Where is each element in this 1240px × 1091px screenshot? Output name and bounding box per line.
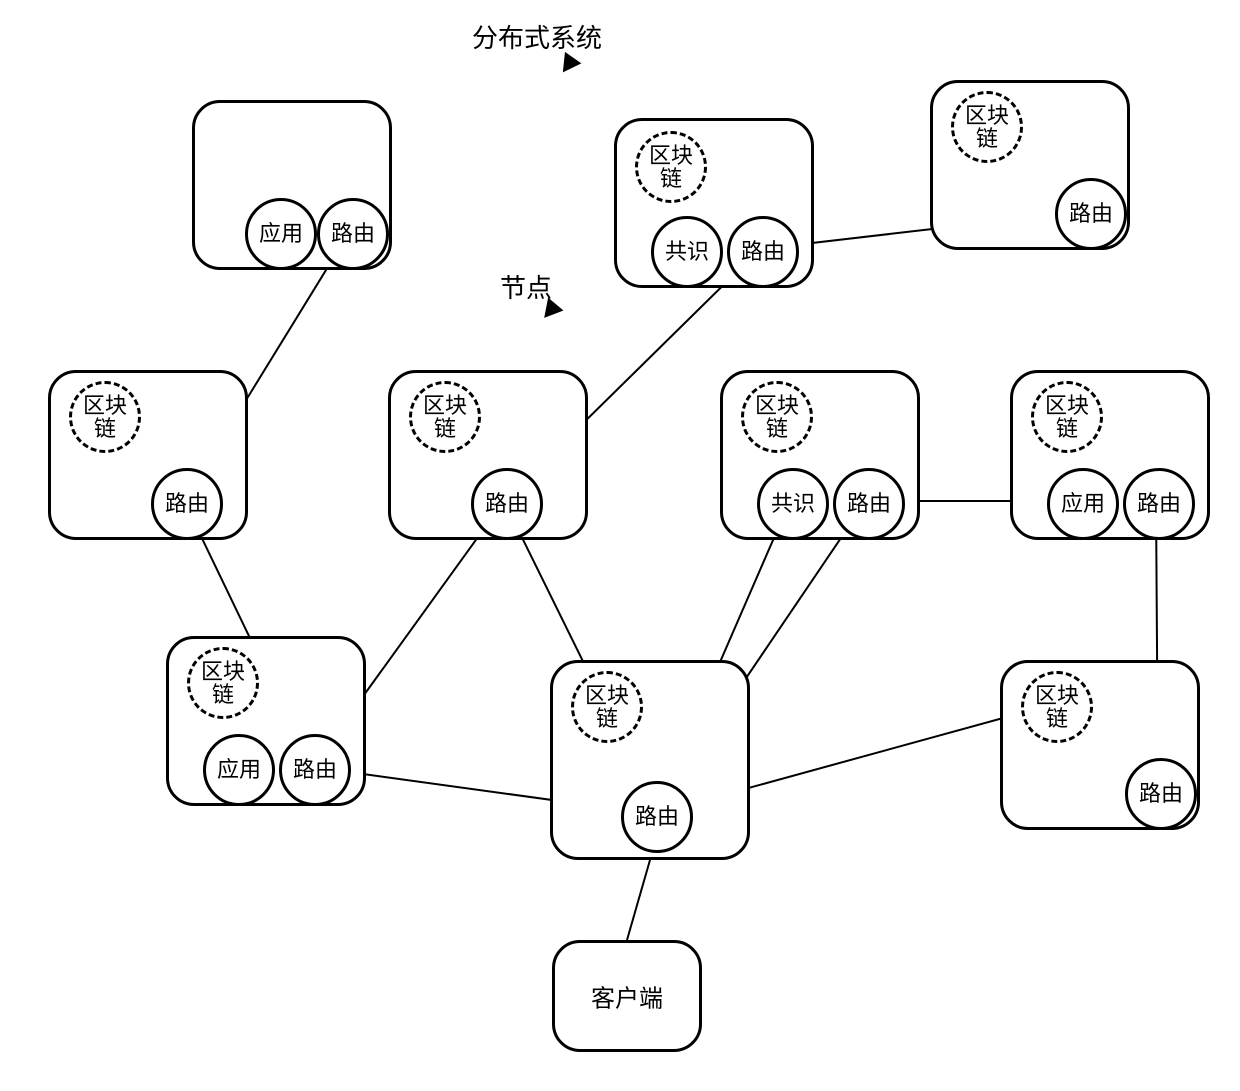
node-box: 区块链路由: [930, 80, 1130, 250]
路由-circle: 路由: [833, 468, 905, 540]
node-box: 区块链共识路由: [614, 118, 814, 288]
node-box: 区块链路由: [1000, 660, 1200, 830]
blockchain-circle: 区块链: [1021, 671, 1093, 743]
路由-circle: 路由: [1125, 758, 1197, 830]
node-pointer-label: 节点: [500, 268, 552, 305]
路由-circle: 路由: [727, 216, 799, 288]
client-label: 客户端: [555, 979, 699, 1014]
node-box: 区块链应用路由: [1010, 370, 1210, 540]
node-box: 区块链路由: [48, 370, 248, 540]
路由-circle: 路由: [1123, 468, 1195, 540]
应用-circle: 应用: [245, 198, 317, 270]
blockchain-circle: 区块链: [635, 131, 707, 203]
node-box: 区块链共识路由: [720, 370, 920, 540]
blockchain-circle: 区块链: [951, 91, 1023, 163]
blockchain-circle: 区块链: [409, 381, 481, 453]
blockchain-circle: 区块链: [1031, 381, 1103, 453]
路由-circle: 路由: [151, 468, 223, 540]
路由-circle: 路由: [317, 198, 389, 270]
diagram-title: 分布式系统: [472, 18, 602, 55]
应用-circle: 应用: [203, 734, 275, 806]
共识-circle: 共识: [651, 216, 723, 288]
blockchain-circle: 区块链: [187, 647, 259, 719]
diagram-canvas: 分布式系统 节点 应用路由区块链共识路由区块链路由区块链路由区块链路由区块链共识…: [0, 0, 1240, 1091]
title-arrow-icon: [555, 52, 582, 78]
node-box: 区块链应用路由: [166, 636, 366, 806]
路由-circle: 路由: [471, 468, 543, 540]
client-box: 客户端: [552, 940, 702, 1052]
blockchain-circle: 区块链: [571, 671, 643, 743]
应用-circle: 应用: [1047, 468, 1119, 540]
node-box: 区块链路由: [388, 370, 588, 540]
node-box: 应用路由: [192, 100, 392, 270]
路由-circle: 路由: [621, 781, 693, 853]
路由-circle: 路由: [279, 734, 351, 806]
blockchain-circle: 区块链: [69, 381, 141, 453]
blockchain-circle: 区块链: [741, 381, 813, 453]
node-box: 区块链路由: [550, 660, 750, 860]
路由-circle: 路由: [1055, 178, 1127, 250]
共识-circle: 共识: [757, 468, 829, 540]
